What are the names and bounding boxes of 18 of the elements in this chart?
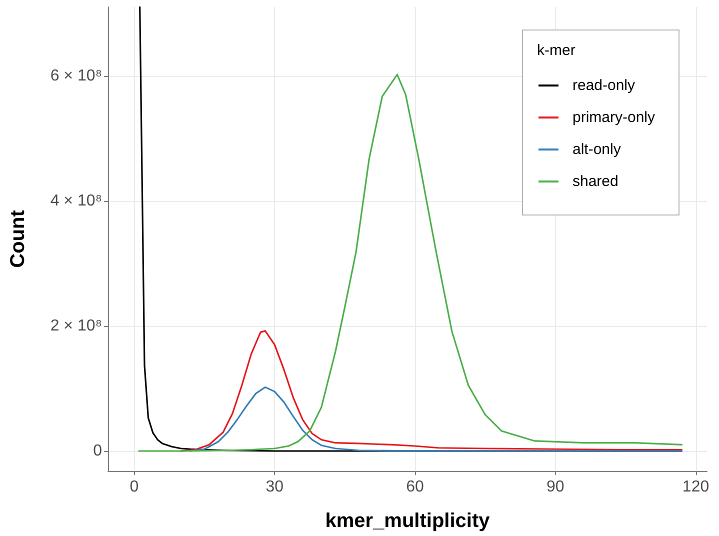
- y-tick-label: 0: [93, 442, 102, 460]
- line-series: [190, 386, 683, 452]
- x-tick-label: 30: [266, 478, 284, 496]
- y-axis-title: Count: [7, 210, 29, 268]
- y-tick-label: 6 × 10⁸: [50, 67, 102, 84]
- x-tick-label: 60: [406, 478, 424, 496]
- legend-label: shared: [572, 173, 618, 190]
- line-series: [138, 74, 683, 452]
- legend-label: primary-only: [572, 109, 656, 126]
- y-tick-label: 4 × 10⁸: [50, 192, 102, 210]
- legend-title: k-mer: [537, 42, 576, 59]
- y-tick-label: 2 × 10⁸: [50, 317, 102, 334]
- x-tick-label: 120: [682, 478, 710, 496]
- x-tick-label: 90: [546, 478, 564, 496]
- legend-label: alt-only: [572, 141, 622, 158]
- x-tick-label: 0: [130, 478, 139, 496]
- legend-label: read-only: [572, 77, 636, 94]
- x-axis-title: kmer_multiplicity: [325, 510, 491, 532]
